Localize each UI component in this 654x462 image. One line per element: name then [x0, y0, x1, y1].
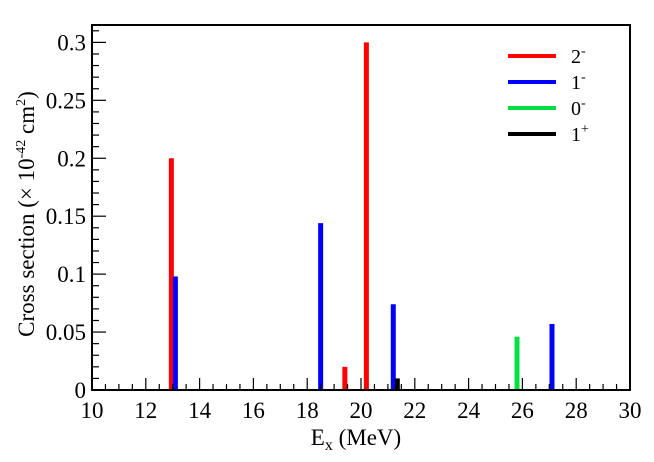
x-axis-title: Ex (MeV) [311, 425, 401, 454]
bar-series-1-point-2 [390, 304, 396, 390]
y-axis-title: Cross section (× 10-42 cm2) [14, 91, 39, 337]
bar-series-0-point-0 [168, 158, 174, 390]
x-tick-label: 30 [619, 398, 642, 423]
y-axis: 0 0.05 0.1 0.15 0.2 0.25 0.3 [46, 30, 106, 403]
y-tick-label: 0.3 [57, 30, 86, 55]
x-tick-label: 20 [350, 398, 373, 423]
bar-series-1-point-1 [318, 223, 324, 390]
x-tick-label: 22 [403, 398, 426, 423]
legend: 2-1-0-1+ [508, 44, 589, 146]
bar-series-2-point-0 [514, 336, 520, 390]
x-tick-label: 14 [188, 398, 212, 423]
bar-series-3-point-0 [394, 378, 400, 390]
y-tick-label: 0 [75, 378, 87, 403]
legend-label: 1+ [571, 122, 589, 146]
bar-series-1-point-3 [549, 323, 555, 390]
y-tick-label: 0.2 [57, 146, 86, 171]
x-tick-label: 12 [134, 398, 157, 423]
bar-series-0-point-2 [363, 42, 369, 390]
x-tick-label: 24 [457, 398, 481, 423]
y-tick-label: 0.15 [46, 204, 86, 229]
bars-layer [168, 42, 555, 390]
x-tick-label: 10 [81, 398, 104, 423]
y-tick-label: 0.1 [57, 262, 86, 287]
x-tick-label: 26 [511, 398, 534, 423]
bar-series-1-point-0 [172, 276, 178, 390]
x-tick-label: 16 [242, 398, 265, 423]
x-axis: 10 12 14 16 18 20 22 24 26 28 30 [81, 378, 642, 423]
bar-series-0-point-1 [342, 366, 348, 390]
y-tick-label: 0.25 [46, 88, 86, 113]
y-tick-label: 0.05 [46, 320, 86, 345]
x-tick-label: 18 [296, 398, 319, 423]
legend-label: 0- [571, 96, 586, 120]
legend-label: 2- [571, 44, 586, 68]
legend-label: 1- [571, 70, 586, 94]
x-tick-label: 28 [565, 398, 588, 423]
